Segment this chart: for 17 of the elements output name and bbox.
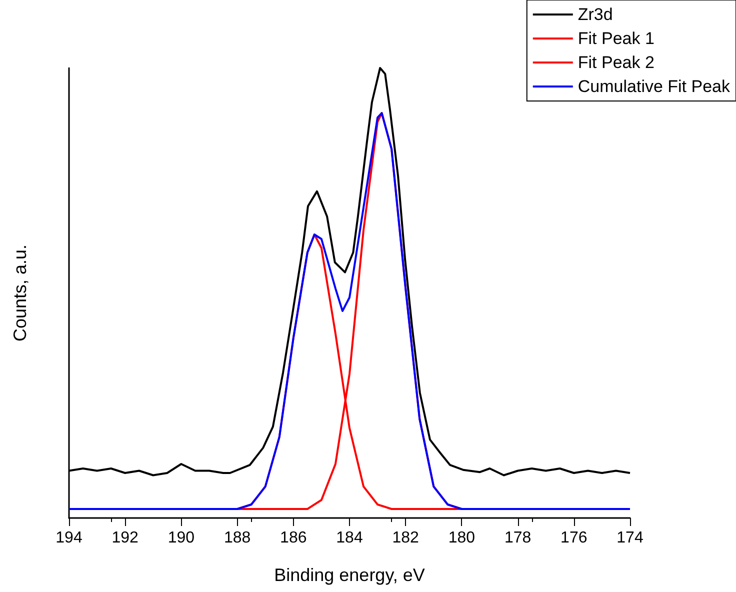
x-tick-label: 182 [392,530,420,546]
x-tick-label: 190 [168,530,195,546]
x-tick-label: 174 [616,530,644,546]
x-tick-label: 180 [448,530,476,546]
y-axis-title: Counts, a.u. [10,244,30,342]
legend-label: Cumulative Fit Peak [578,77,730,96]
x-axis-title: Binding energy, eV [274,565,425,585]
x-tick-label: 188 [224,530,251,546]
legend-label: Zr3d [578,5,613,24]
x-tick-label: 194 [56,530,82,546]
x-tick-label: 184 [336,530,363,546]
x-tick-label: 178 [504,530,532,546]
x-tick-label: 186 [280,530,307,546]
x-tick-label: 176 [560,530,588,546]
legend-label: Fit Peak 1 [578,29,654,48]
legend-label: Fit Peak 2 [578,53,654,72]
x-tick-label: 192 [112,530,139,546]
